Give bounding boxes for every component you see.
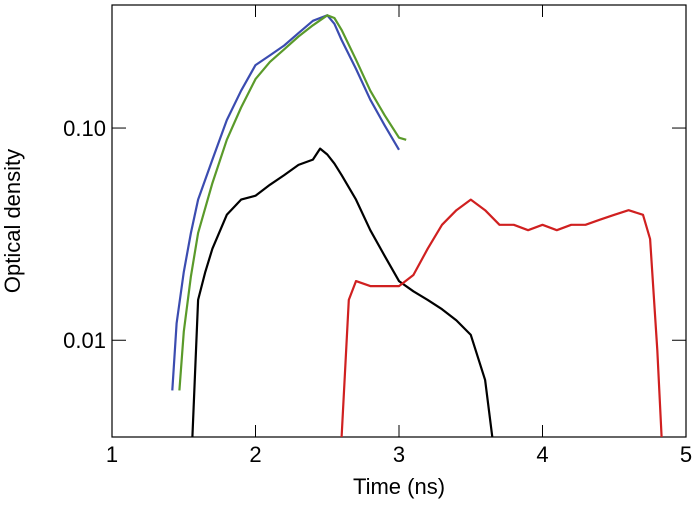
x-tick-label: 4 xyxy=(536,442,548,467)
plot-frame xyxy=(111,4,687,438)
data-line xyxy=(191,147,494,438)
x-axis-label: Time (ns) xyxy=(353,474,445,499)
x-tick-label: 2 xyxy=(249,442,261,467)
x-tick-label: 3 xyxy=(393,442,405,467)
y-tick-label: 0.01 xyxy=(63,328,106,353)
data-line xyxy=(340,198,663,438)
x-tick-label: 1 xyxy=(106,442,118,467)
y-axis-label: Optical density xyxy=(0,149,25,293)
data-line xyxy=(178,14,407,391)
y-tick-label: 0.10 xyxy=(63,116,106,141)
data-line xyxy=(171,14,400,391)
x-tick-label: 5 xyxy=(680,442,692,467)
